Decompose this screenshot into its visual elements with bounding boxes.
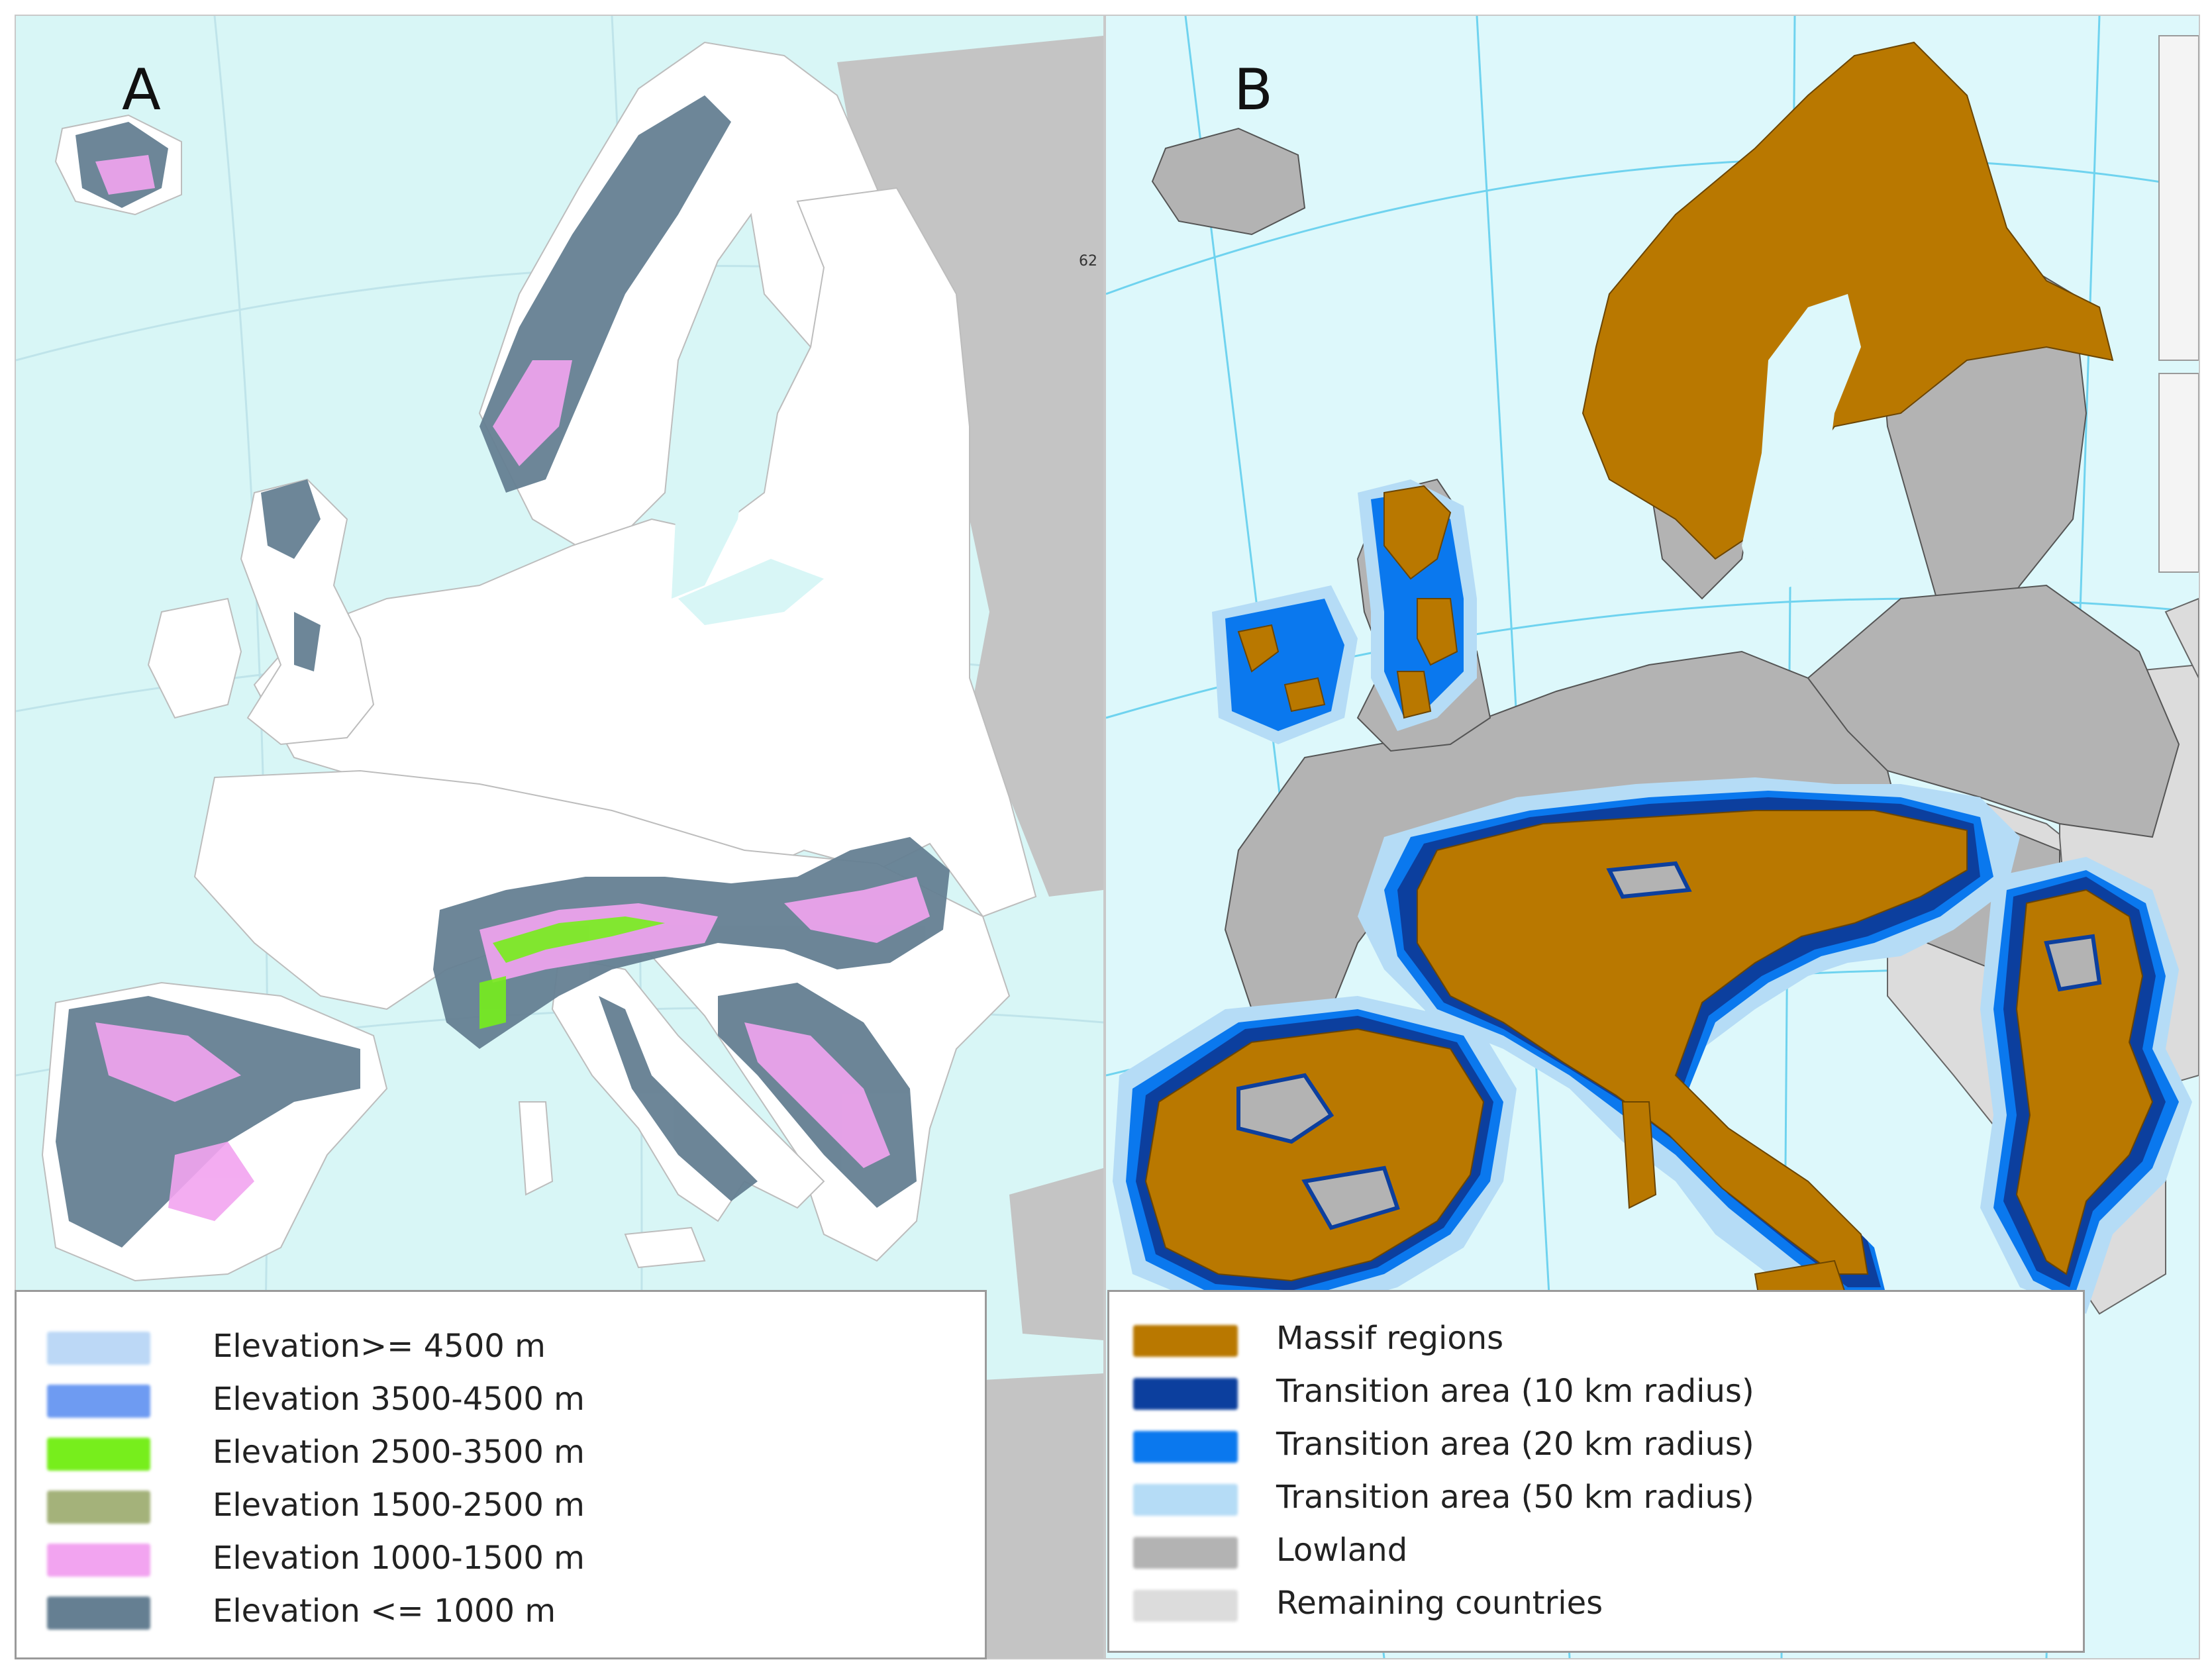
legend-swatch	[47, 1438, 150, 1471]
legend-swatch	[47, 1491, 150, 1524]
legend-swatch	[47, 1332, 150, 1365]
legend-label: Elevation 1500-2500 m	[213, 1487, 585, 1524]
panel-letter: A	[122, 57, 161, 123]
legend-swatch	[1133, 1537, 1238, 1569]
legend-label: Transition area (20 km radius)	[1276, 1426, 1754, 1463]
legend-massif: Massif regions Transition area (10 km rad…	[1107, 1290, 2085, 1653]
legend-label: Elevation <= 1000 m	[213, 1593, 556, 1630]
legend-label: Elevation 1000-1500 m	[213, 1540, 585, 1577]
legend-swatch	[1133, 1378, 1238, 1410]
legend-label: Lowland	[1276, 1532, 1408, 1569]
baltic-sea	[1742, 294, 1861, 599]
legend-label: Massif regions	[1276, 1320, 1504, 1357]
legend-swatch	[47, 1385, 150, 1418]
legend-elevation: Elevation>= 4500 m Elevation 3500-4500 m E…	[15, 1290, 987, 1659]
lowland-enclaves	[1236, 861, 2102, 1230]
massif-map	[1106, 16, 2199, 1658]
inset-map	[2158, 35, 2199, 361]
legend-label: Transition area (10 km radius)	[1276, 1373, 1754, 1410]
legend-label: Transition area (50 km radius)	[1276, 1479, 1754, 1516]
elevation-mid-band	[95, 155, 930, 1221]
legend-swatch	[47, 1597, 150, 1630]
legend-label: Elevation>= 4500 m	[213, 1328, 546, 1365]
legend-label: Remaining countries	[1276, 1585, 1603, 1622]
legend-label: Elevation 3500-4500 m	[213, 1381, 585, 1418]
legend-swatch	[1133, 1484, 1238, 1516]
elevation-high-band	[479, 916, 665, 1029]
legend-swatch	[47, 1544, 150, 1577]
legend-swatch	[1133, 1590, 1238, 1622]
legend-label: Elevation 2500-3500 m	[213, 1434, 585, 1471]
inset-map	[2158, 373, 2199, 573]
graticule-label: 62	[1079, 253, 1097, 270]
inland-water	[672, 314, 824, 625]
legend-swatch	[1133, 1431, 1238, 1463]
panel-letter: B	[1234, 57, 1273, 123]
legend-swatch	[1133, 1325, 1238, 1357]
